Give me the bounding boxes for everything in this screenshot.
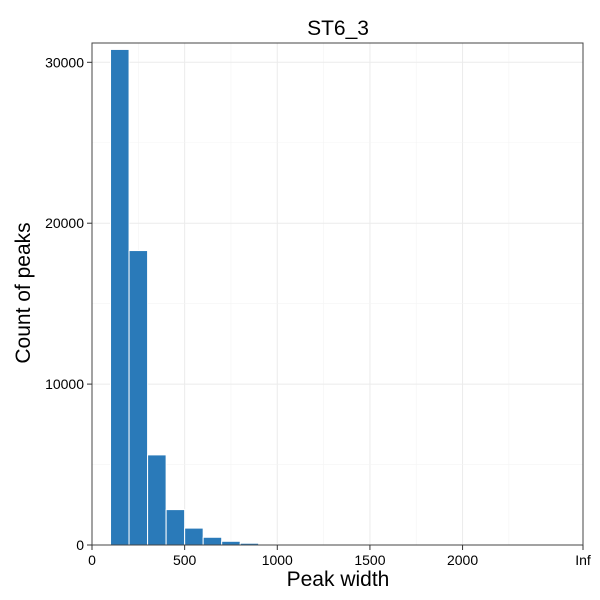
- y-tick-label: 0: [76, 537, 84, 553]
- histogram-bar: [202, 536, 223, 546]
- y-axis-title: Count of peaks: [12, 222, 35, 363]
- plot-panel-border: [91, 42, 584, 546]
- x-tick-label: 1000: [262, 552, 293, 568]
- x-axis-title: Peak width: [287, 568, 390, 591]
- histogram-bar: [184, 527, 204, 546]
- x-tick-label: 2000: [447, 552, 478, 568]
- x-axis-ticks: 0 500 1000 1500 2000 Inf: [88, 545, 591, 568]
- y-axis-ticks: 0 10000 20000 30000: [45, 54, 92, 553]
- y-tick-label: 30000: [45, 54, 84, 70]
- histogram-bar: [165, 509, 186, 546]
- histogram-bar: [221, 540, 241, 546]
- x-tick-label: 500: [173, 552, 197, 568]
- histogram-bar: [110, 48, 130, 546]
- x-tick-label: Inf: [575, 552, 591, 568]
- histogram-bar: [147, 454, 167, 546]
- y-tick-label: 20000: [45, 215, 84, 231]
- histogram-bar: [128, 250, 149, 546]
- y-tick-label: 10000: [45, 376, 84, 392]
- x-tick-label: 1500: [354, 552, 385, 568]
- x-tick-label: 0: [88, 552, 96, 568]
- chart-title: ST6_3: [307, 17, 369, 40]
- histogram-bars: [110, 48, 371, 546]
